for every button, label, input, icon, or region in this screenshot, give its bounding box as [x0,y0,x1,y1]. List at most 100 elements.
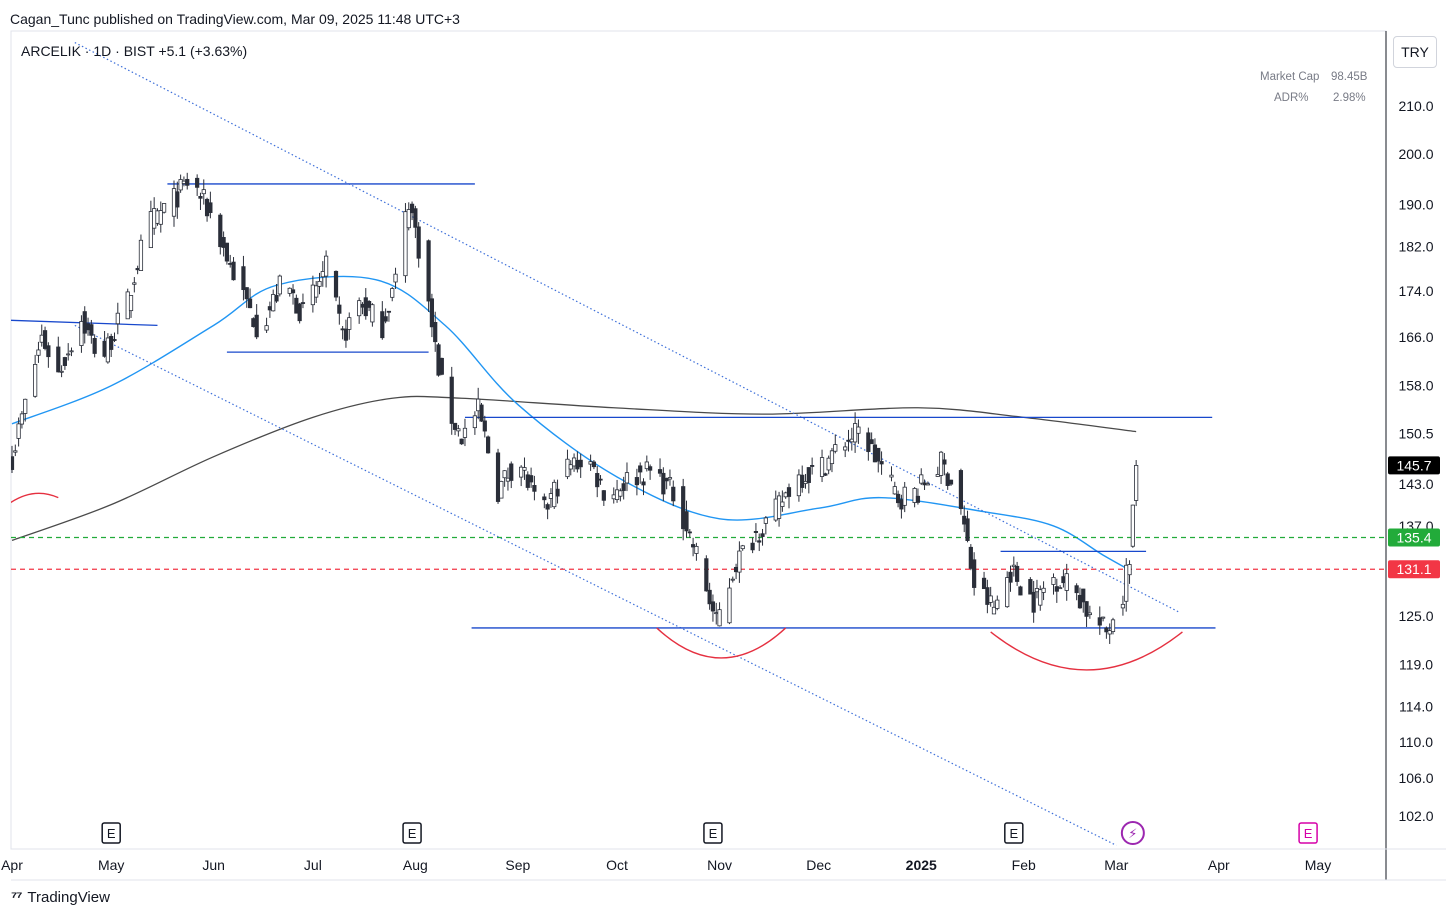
candle[interactable] [102,340,107,357]
candle[interactable] [571,457,577,467]
candle[interactable] [624,472,630,484]
candle[interactable] [783,492,788,498]
candle[interactable] [919,474,924,484]
candle[interactable] [869,439,874,445]
candle[interactable] [224,242,230,262]
candle[interactable] [958,470,964,510]
candle[interactable] [1081,588,1086,603]
candle[interactable] [228,263,233,265]
candle[interactable] [429,298,435,328]
candle[interactable] [714,612,719,615]
candle[interactable] [125,291,130,320]
candle[interactable] [829,450,835,465]
candle[interactable] [476,398,481,412]
candle[interactable] [1041,587,1046,593]
candle[interactable] [175,191,180,208]
candle[interactable] [300,302,306,304]
candle[interactable] [148,211,153,249]
candle[interactable] [773,498,778,521]
candle[interactable] [1038,589,1043,606]
candle[interactable] [634,477,639,486]
candle[interactable] [158,210,163,225]
candle[interactable] [671,486,676,502]
candle[interactable] [39,334,44,343]
candle[interactable] [753,531,759,533]
candle[interactable] [856,426,861,434]
candle[interactable] [509,463,514,481]
candle[interactable] [965,518,970,541]
candle[interactable] [69,350,74,353]
candle[interactable] [204,198,210,217]
candle[interactable] [1087,612,1092,616]
candle[interactable] [112,339,117,341]
candle[interactable] [548,493,554,499]
candle[interactable] [16,423,21,439]
candle[interactable] [59,370,64,373]
candle[interactable] [314,285,319,298]
candle[interactable] [413,208,418,228]
candle[interactable] [948,479,954,485]
candle[interactable] [1074,585,1079,594]
tradingview-footer[interactable]: ⁷⁷ TradingView [11,889,110,906]
candle[interactable] [82,311,87,334]
candle[interactable] [251,318,256,327]
candle[interactable] [267,306,272,311]
candle[interactable] [588,461,593,465]
candle[interactable] [925,483,930,486]
candle[interactable] [320,271,325,278]
candle[interactable] [899,499,904,510]
candle[interactable] [231,261,236,281]
candle[interactable] [495,452,501,502]
candle[interactable] [66,353,71,356]
candle[interactable] [363,297,368,317]
candle[interactable] [105,337,110,363]
candle[interactable] [760,533,765,537]
candle[interactable] [135,268,140,271]
candle[interactable] [985,587,990,605]
candle[interactable] [1127,564,1132,576]
candle[interactable] [849,438,854,443]
candle[interactable] [618,490,623,497]
candle[interactable] [1107,630,1112,635]
candle[interactable] [264,325,269,331]
candle[interactable] [915,495,921,503]
candle[interactable] [23,398,28,414]
candle[interactable] [972,559,977,588]
candle[interactable] [545,504,550,510]
candle[interactable] [366,301,372,308]
currency-button[interactable]: TRY [1393,36,1437,68]
candle[interactable] [452,422,458,430]
candle[interactable] [938,451,944,476]
candle[interactable] [456,428,461,432]
candle[interactable] [876,447,881,462]
candles[interactable] [10,172,1139,644]
candle[interactable] [707,589,712,605]
candle[interactable] [717,609,722,627]
candle[interactable] [499,480,504,499]
candle[interactable] [935,474,940,477]
candle[interactable] [13,450,18,453]
candle[interactable] [595,473,600,488]
candle[interactable] [1084,601,1089,617]
candle[interactable] [1005,577,1010,608]
candle[interactable] [1104,627,1109,633]
candle[interactable] [128,295,134,312]
candle[interactable] [691,544,696,548]
candle[interactable] [519,466,524,478]
candle[interactable] [826,457,831,471]
candle[interactable] [776,495,782,519]
trendline-4[interactable] [0,319,158,327]
candle[interactable] [763,517,768,524]
candle[interactable] [479,404,484,422]
candle[interactable] [922,482,927,486]
candle[interactable] [1011,564,1016,568]
candle[interactable] [201,189,206,195]
candle[interactable] [244,287,249,300]
candle[interactable] [370,304,375,323]
candle[interactable] [1058,587,1063,590]
candle[interactable] [968,546,973,569]
candle[interactable] [902,486,907,506]
candle[interactable] [138,239,144,271]
candle[interactable] [294,297,299,314]
